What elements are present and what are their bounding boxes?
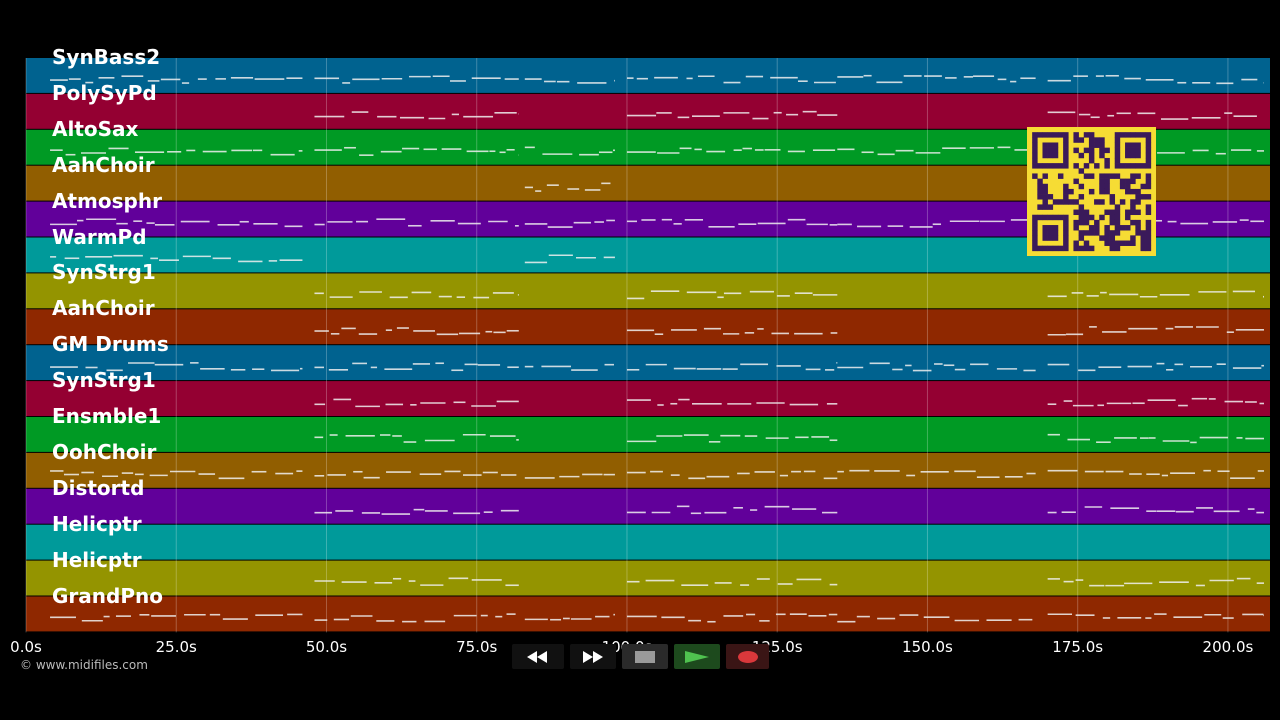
track-lane	[26, 524, 1270, 560]
note-trace	[314, 326, 1264, 336]
qr-code-icon	[1027, 127, 1156, 256]
note-trace	[314, 577, 1264, 587]
track-label: AltoSax	[52, 116, 139, 141]
track-label: OohChoir	[52, 439, 157, 464]
track-label: AahChoir	[52, 152, 155, 177]
note-trace	[50, 613, 1264, 623]
track-label: AahChoir	[52, 296, 155, 321]
track-lane	[26, 58, 1270, 93]
track-lane	[26, 345, 1270, 381]
note-trace	[50, 254, 615, 264]
time-tick-label: 0.0s	[10, 638, 42, 656]
time-tick-label: 75.0s	[456, 638, 498, 656]
track-label: SynBass2	[52, 45, 161, 69]
rewind-icon	[527, 650, 547, 663]
time-tick-label: 150.0s	[902, 638, 953, 656]
track-lane	[26, 417, 1270, 452]
track-label: GM Drums	[52, 332, 169, 357]
record-button[interactable]	[726, 644, 769, 669]
track-lane	[26, 273, 1270, 309]
track-label: Helicptr	[52, 547, 142, 572]
note-trace	[50, 74, 1264, 85]
note-trace	[314, 110, 1257, 120]
track-label: Ensmble1	[52, 404, 162, 428]
fast-forward-button[interactable]	[570, 644, 616, 669]
track-label: WarmPd	[52, 224, 147, 249]
note-trace	[50, 469, 1264, 480]
track-label: SynStrg1	[52, 260, 156, 285]
note-trace	[50, 218, 1264, 228]
note-trace	[314, 433, 1264, 444]
track-lane	[26, 488, 1270, 524]
track-lane	[26, 452, 1270, 488]
note-trace	[50, 362, 1264, 372]
fast-forward-icon	[583, 650, 603, 663]
track-label: SynStrg1	[52, 368, 156, 393]
copyright-text: © www.midifiles.com	[20, 658, 148, 672]
track-lane	[26, 381, 1270, 416]
time-tick-label: 25.0s	[155, 638, 197, 656]
rewind-button[interactable]	[512, 644, 564, 669]
track-label: GrandPno	[52, 583, 163, 608]
track-label: PolySyPd	[52, 80, 157, 105]
time-tick-label: 50.0s	[305, 638, 348, 656]
track-label: Helicptr	[52, 511, 142, 536]
note-trace	[314, 397, 1264, 408]
track-label: Distortd	[52, 475, 145, 500]
stop-button[interactable]	[622, 644, 668, 669]
note-trace	[314, 290, 1264, 300]
note-trace	[50, 146, 1264, 156]
track-lane	[26, 560, 1270, 596]
play-icon	[685, 650, 709, 663]
time-tick-label: 200.0s	[1202, 638, 1254, 656]
record-icon	[737, 650, 758, 663]
note-trace	[314, 505, 1264, 515]
time-tick-label: 175.0s	[1052, 638, 1104, 656]
stop-icon	[635, 650, 655, 663]
note-trace	[524, 182, 611, 192]
track-label: Atmosphr	[52, 188, 162, 213]
track-lane	[26, 309, 1270, 345]
play-button[interactable]	[674, 644, 720, 669]
track-lane	[26, 93, 1270, 129]
